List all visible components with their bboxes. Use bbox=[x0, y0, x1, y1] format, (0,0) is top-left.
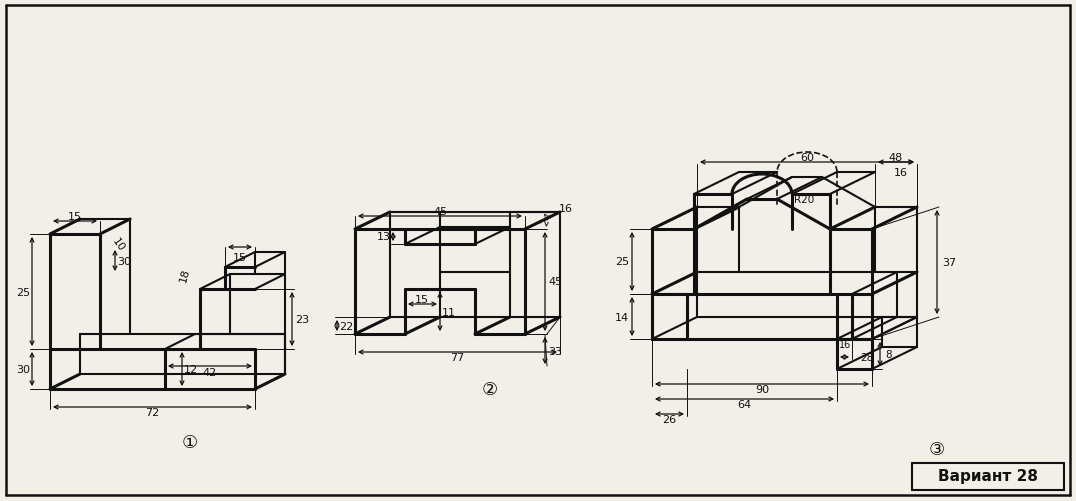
Text: 64: 64 bbox=[737, 399, 751, 409]
Text: Вариант 28: Вариант 28 bbox=[938, 468, 1038, 483]
Text: 28: 28 bbox=[861, 352, 874, 362]
Text: 25: 25 bbox=[16, 288, 30, 298]
Text: 16: 16 bbox=[839, 339, 851, 349]
Text: 16: 16 bbox=[894, 168, 908, 178]
Text: 11: 11 bbox=[442, 308, 456, 317]
Text: 90: 90 bbox=[755, 384, 769, 394]
Text: 8: 8 bbox=[886, 349, 892, 359]
Text: 30: 30 bbox=[16, 364, 30, 374]
Text: 18: 18 bbox=[179, 267, 192, 283]
Text: 15: 15 bbox=[415, 295, 429, 305]
Text: 45: 45 bbox=[548, 277, 562, 287]
Text: 23: 23 bbox=[295, 314, 309, 324]
Text: 72: 72 bbox=[145, 407, 159, 417]
Text: 45: 45 bbox=[433, 206, 447, 216]
Text: ①: ① bbox=[182, 433, 198, 451]
Text: 48: 48 bbox=[889, 153, 903, 163]
Text: 42: 42 bbox=[203, 367, 217, 377]
Text: 15: 15 bbox=[68, 211, 82, 221]
Text: 10: 10 bbox=[110, 236, 126, 253]
Text: 14: 14 bbox=[615, 313, 629, 322]
Text: R20: R20 bbox=[794, 194, 815, 204]
Text: 37: 37 bbox=[942, 258, 957, 268]
Text: 30: 30 bbox=[117, 257, 131, 267]
Text: ②: ② bbox=[482, 380, 498, 398]
Text: 26: 26 bbox=[662, 414, 676, 424]
Text: 13: 13 bbox=[377, 231, 391, 241]
Text: 12: 12 bbox=[184, 364, 198, 374]
Text: 77: 77 bbox=[450, 352, 464, 362]
Text: 16: 16 bbox=[560, 203, 574, 213]
Text: ③: ③ bbox=[929, 440, 945, 458]
Text: 60: 60 bbox=[799, 153, 815, 163]
Text: 25: 25 bbox=[615, 257, 629, 267]
Text: 15: 15 bbox=[233, 253, 247, 263]
Text: 22: 22 bbox=[339, 321, 353, 331]
Text: 24: 24 bbox=[539, 210, 555, 227]
Text: 33: 33 bbox=[548, 346, 562, 356]
